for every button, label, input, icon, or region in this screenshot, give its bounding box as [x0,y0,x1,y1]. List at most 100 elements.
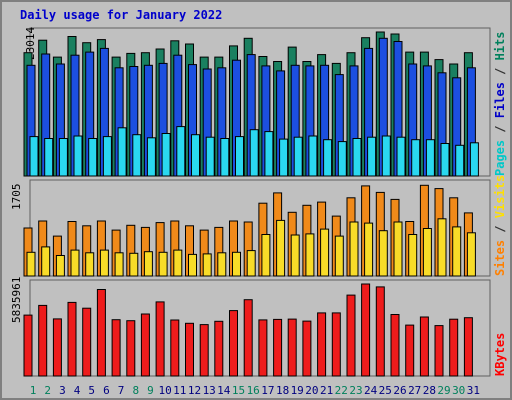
x-tick-label-day-9: 9 [147,384,154,397]
kbytes-kbytes-bar-day-22 [331,312,341,377]
visits-sites-bar-day-31 [466,232,476,277]
chart-title: Daily usage for January 2022 [20,8,222,22]
hits-pages-bar-day-23 [352,138,362,177]
kbytes-kbytes-bar-day-24 [361,283,371,377]
visits-sites-bar-day-16 [246,250,256,277]
hits-pages-bar-day-19 [293,136,303,177]
hits-pages-bar-day-13 [205,136,215,177]
visits-sites-bar-day-24 [364,222,374,277]
kbytes-kbytes-bar-day-3 [52,318,62,377]
hits-legend-part-4: Hits [493,31,507,60]
visits-sites-bar-day-18 [276,219,286,277]
kbytes-kbytes-bar-day-12 [185,322,194,377]
hits-pages-bar-day-1 [29,136,39,177]
visits-sites-bar-day-11 [173,249,183,277]
kbytes-kbytes-bar-day-17 [258,319,268,377]
x-tick-label-day-15: 15 [232,384,245,397]
kbytes-kbytes-bar-day-11 [170,319,180,377]
x-tick-label-day-2: 2 [44,384,51,397]
kbytes-kbytes-bar-day-20 [302,320,312,377]
kbytes-legend-part-0: KBytes [493,333,507,376]
hits-pages-bar-day-31 [469,142,479,177]
kbytes-kbytes-bar-day-7 [111,319,121,377]
visits-sites-bar-day-7 [114,252,124,277]
visits-sites-bar-day-4 [70,249,80,277]
visits-sites-bar-day-2 [41,246,51,277]
x-tick-label-day-8: 8 [132,384,139,397]
hits-legend: Pages / Files / Hits [493,31,507,176]
visits-legend-part-2: Visits [493,175,507,218]
visits-sites-bar-day-1 [26,251,36,277]
hits-pages-bar-day-8 [132,134,142,177]
hits-pages-bar-day-29 [440,143,450,177]
visits-sites-bar-day-6 [99,249,109,277]
visits-sites-bar-day-9 [143,251,153,277]
visits-sites-bar-day-5 [85,252,95,277]
kbytes-kbytes-bar-day-28 [419,316,429,377]
visits-sites-bar-day-12 [188,253,197,277]
visits-sites-bar-day-3 [55,255,65,277]
kbytes-kbytes-bar-day-23 [346,294,356,377]
hits-pages-bar-day-7 [117,127,127,177]
x-tick-label-day-20: 20 [305,384,318,397]
visits-sites-bar-day-29 [437,218,447,277]
kbytes-kbytes-bar-day-18 [273,318,283,377]
visits-sites-bar-day-22 [334,235,344,277]
hits-pages-bar-day-5 [88,138,98,177]
visits-sites-bar-day-25 [378,230,388,277]
kbytes-kbytes-bar-day-9 [140,313,150,377]
x-tick-label-day-10: 10 [158,384,171,397]
visits-sites-bar-day-15 [232,251,241,277]
kbytes-kbytes-bar-day-1 [23,314,33,377]
hits-pages-bar-day-15 [235,136,244,177]
hits-pages-bar-day-4 [73,135,83,177]
kbytes-legend: KBytes [493,333,507,376]
hits-pages-bar-day-6 [102,136,112,177]
x-tick-label-day-22: 22 [335,384,348,397]
hits-legend-part-2: Files [493,82,507,118]
hits-pages-bar-day-25 [381,135,391,177]
hits-pages-bar-day-14 [220,138,230,177]
hits-pages-bar-day-26 [396,136,406,177]
hits-legend-part-1: / [493,118,507,140]
kbytes-kbytes-bar-day-14 [214,320,224,377]
hits-pages-bar-day-18 [279,138,289,177]
visits-sites-bar-day-21 [320,228,330,277]
kbytes-kbytes-bar-day-19 [287,318,297,377]
kbytes-kbytes-bar-day-5 [82,307,92,377]
kbytes-ymax-label: 5835961 [10,277,23,323]
kbytes-kbytes-bar-day-8 [126,320,136,377]
x-tick-label-day-29: 29 [437,384,450,397]
x-tick-label-day-31: 31 [467,384,480,397]
x-axis-labels: 1 2 3 4 5 6 7 8 9 10 11 12 13 14 15 16 17 18 19 20 21 22 23 24 2… [30,384,480,397]
chart-bars [23,31,479,377]
hits-pages-bar-day-12 [191,134,200,177]
x-tick-label-day-13: 13 [203,384,216,397]
visits-sites-bar-day-17 [261,234,271,277]
kbytes-kbytes-bar-day-6 [96,289,106,377]
x-tick-label-day-23: 23 [349,384,362,397]
visits-sites-bar-day-13 [202,253,212,277]
x-tick-label-day-21: 21 [320,384,333,397]
x-tick-label-day-18: 18 [276,384,289,397]
x-tick-label-day-25: 25 [379,384,392,397]
hits-pages-bar-day-17 [264,131,274,177]
hits-pages-bar-day-11 [176,126,186,177]
visits-legend: Sites / Visits [493,175,507,276]
visits-sites-bar-day-10 [158,251,168,277]
visits-sites-bar-day-19 [290,234,300,277]
visits-sites-bar-day-30 [452,226,462,277]
kbytes-kbytes-bar-day-26 [390,314,400,377]
x-tick-label-day-27: 27 [408,384,421,397]
kbytes-kbytes-bar-day-10 [155,301,165,377]
x-tick-label-day-5: 5 [88,384,95,397]
hits-pages-bar-day-30 [455,144,465,177]
hits-pages-bar-day-16 [249,129,259,177]
kbytes-kbytes-bar-day-29 [434,325,444,377]
visits-ymax-label: 1705 [10,184,23,211]
kbytes-kbytes-bar-day-31 [463,317,473,377]
x-tick-label-day-30: 30 [452,384,465,397]
visits-sites-bar-day-20 [305,233,315,277]
kbytes-kbytes-bar-day-4 [67,301,77,377]
